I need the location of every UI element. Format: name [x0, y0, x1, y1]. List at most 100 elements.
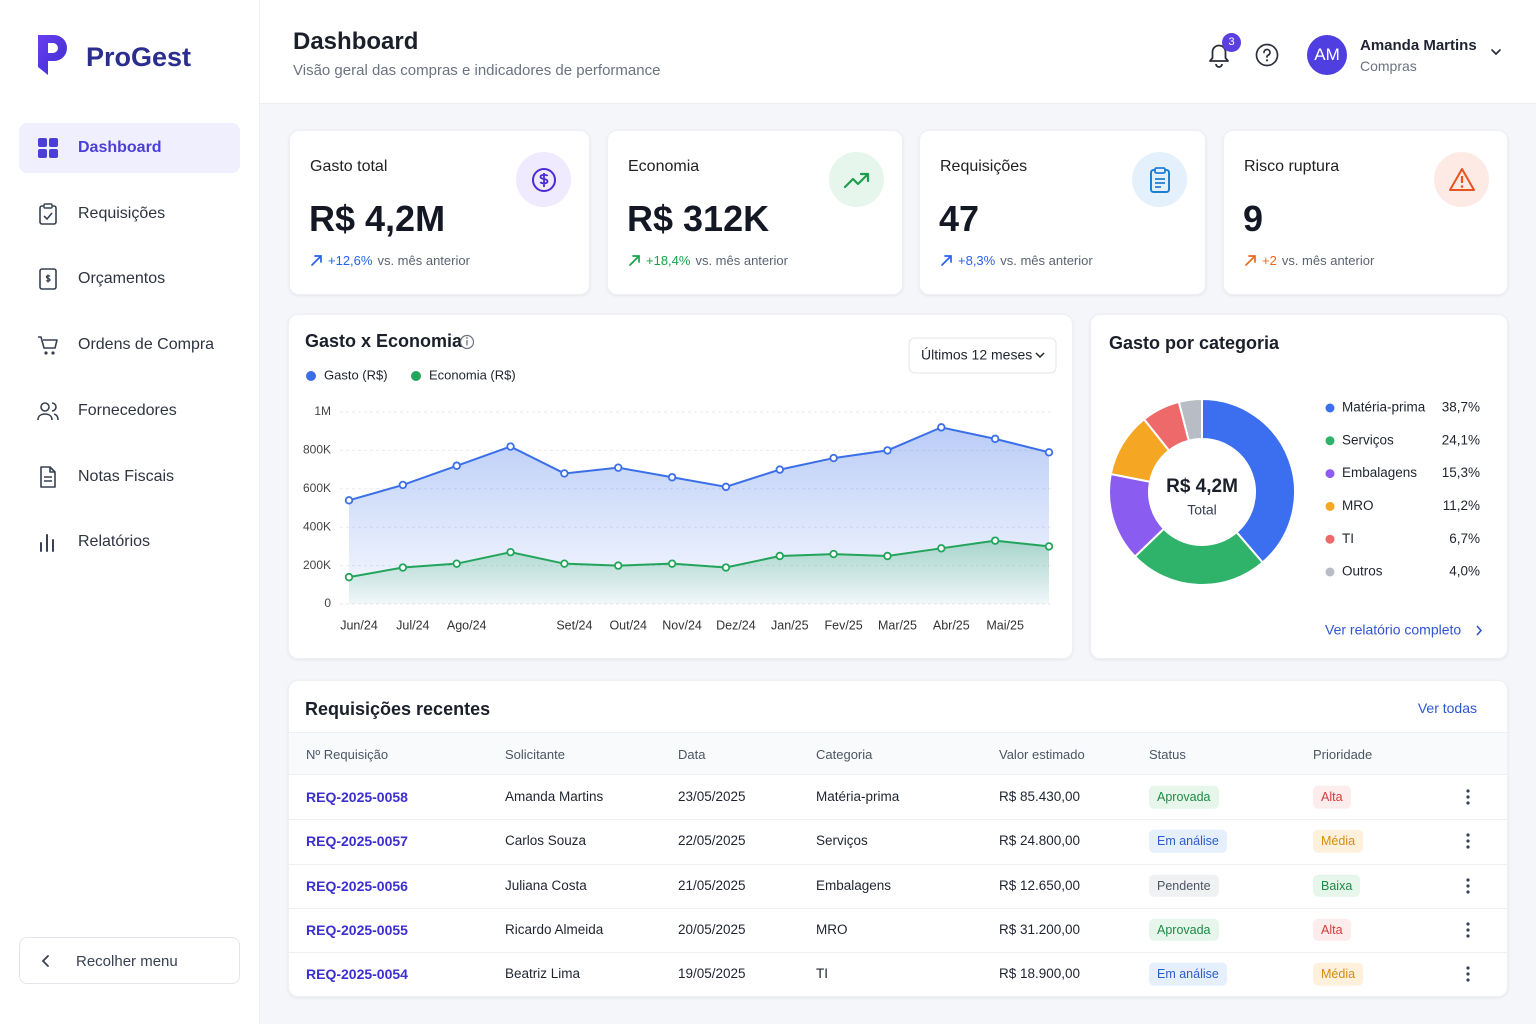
status-badge: Pendente [1149, 874, 1219, 897]
point [506, 547, 515, 557]
kpi-title: Gasto total [310, 158, 388, 175]
requisition-link[interactable]: REQ-2025-0057 [306, 833, 408, 850]
avatar[interactable]: AM [1307, 35, 1347, 75]
collapse-button[interactable]: Recolher menu [19, 937, 240, 984]
point [452, 461, 461, 470]
kpi-icon-bg [829, 152, 884, 207]
row-menu-icon[interactable] [1462, 965, 1474, 983]
requisition-link[interactable]: REQ-2025-0056 [306, 877, 408, 894]
kpi-icon [1449, 168, 1475, 191]
kpi-note: vs. mês anterior [695, 253, 788, 268]
table-cell: 23/05/2025 [678, 789, 746, 804]
point [990, 536, 1000, 545]
status-badge: Aprovada [1149, 785, 1219, 809]
nav-item[interactable]: Orçamentos [78, 270, 166, 288]
row-menu-icon[interactable] [1462, 788, 1474, 806]
line-chart: Gasto x Economia Últimos 12 meses 0 200K 4… [303, 331, 1057, 632]
user-role: Compras [1360, 58, 1417, 74]
legend-swatch [1325, 567, 1335, 577]
legend-swatch [1325, 501, 1335, 511]
chart-title: Gasto por categoria [1109, 333, 1280, 353]
legend-label: Matéria-prima [1342, 400, 1426, 415]
point [721, 563, 731, 572]
legend-label: Embalagens [1342, 465, 1417, 480]
priority-badge: Alta [1313, 918, 1351, 942]
point [667, 473, 677, 482]
kpi-value: R$ 4,2M [309, 198, 446, 239]
nav-item[interactable]: Notas Fiscais [78, 467, 175, 485]
priority-badge: Média [1313, 830, 1364, 853]
point [1044, 448, 1054, 457]
point [344, 572, 354, 582]
point [775, 465, 784, 474]
point [452, 559, 461, 568]
period-label: Últimos 12 meses [921, 347, 1032, 363]
point [398, 480, 408, 490]
notification-badge: 3 [1222, 33, 1241, 52]
point [614, 561, 623, 570]
legend-label: TI [1342, 531, 1354, 546]
status-badge: Em análise [1149, 830, 1227, 853]
period-dropdown[interactable] [908, 337, 1057, 374]
view-all-link[interactable]: Ver todas [1417, 700, 1477, 716]
table-cell: Carlos Souza [505, 833, 587, 849]
table-cell: TI [816, 966, 828, 982]
legend-swatch [306, 371, 316, 381]
nav-icon [39, 268, 57, 291]
nav-icon [37, 401, 59, 420]
y-tick-label: 0 [324, 596, 331, 610]
bell-icon[interactable] [1204, 40, 1234, 70]
line [348, 539, 1050, 579]
column-header: Solicitante [505, 747, 565, 762]
legend-swatch [1325, 403, 1335, 413]
x-tick-label: Dez/24 [716, 618, 756, 632]
legend-swatch [1325, 436, 1335, 446]
nav-item[interactable]: Relatórios [78, 533, 151, 551]
table-cell: 21/05/2025 [678, 877, 746, 893]
row-divider [289, 863, 1507, 865]
info-icon[interactable] [459, 334, 475, 350]
nav-item[interactable]: Fornecedores [78, 401, 177, 419]
report-link[interactable]: Ver relatório completo [1325, 622, 1461, 638]
point [990, 434, 1000, 444]
legend-label: MRO [1342, 498, 1374, 513]
line [348, 426, 1050, 502]
legend-swatch [1325, 534, 1335, 544]
requisition-link[interactable]: REQ-2025-0055 [306, 921, 408, 938]
chart-title: Gasto x Economia [305, 331, 463, 351]
table-cell: R$ 12.650,00 [999, 877, 1081, 893]
brand: ProGest [86, 42, 192, 72]
nav-item[interactable]: Dashboard [78, 139, 162, 156]
y-tick-label: 1M [314, 404, 331, 418]
value-label: 38,7% [1442, 400, 1480, 415]
chevron-down-icon[interactable] [1489, 45, 1503, 59]
point [775, 551, 784, 561]
donut-center-label: Total [1187, 502, 1217, 518]
requisition-link[interactable]: REQ-2025-0054 [306, 966, 408, 983]
table-cell: Matéria-prima [816, 789, 900, 804]
priority-badge: Alta [1313, 785, 1351, 809]
nav-item[interactable]: Ordens de Compra [78, 336, 215, 354]
kpi-title: Risco ruptura [1244, 158, 1340, 175]
kpi-card: Gasto total R$ 4,2M +12,6% vs. mês anterior [289, 130, 590, 295]
row-menu-icon[interactable] [1462, 832, 1474, 850]
kpi-value: 47 [939, 198, 980, 239]
nav-item[interactable]: Requisições [78, 204, 166, 222]
point [937, 423, 946, 432]
row-menu-icon[interactable] [1462, 877, 1474, 895]
active-nav-bg [19, 123, 240, 173]
row-menu-icon[interactable] [1462, 921, 1474, 939]
x-tick-label: Mai/25 [986, 618, 1024, 632]
column-header: Valor estimado [999, 747, 1085, 762]
point [506, 442, 515, 451]
legend-label: Outros [1342, 564, 1383, 579]
requisition-link[interactable]: REQ-2025-0058 [306, 789, 408, 805]
table-cell: Juliana Costa [505, 877, 587, 893]
kpi-note: vs. mês anterior [1000, 253, 1093, 268]
table-header-row [289, 732, 1507, 775]
kpi-change: +8,3% [958, 253, 996, 268]
help-icon[interactable] [1255, 43, 1279, 67]
x-tick-label: Set/24 [556, 618, 592, 632]
donut-center-value: R$ 4,2M [1166, 476, 1238, 497]
row-divider [289, 952, 1507, 954]
